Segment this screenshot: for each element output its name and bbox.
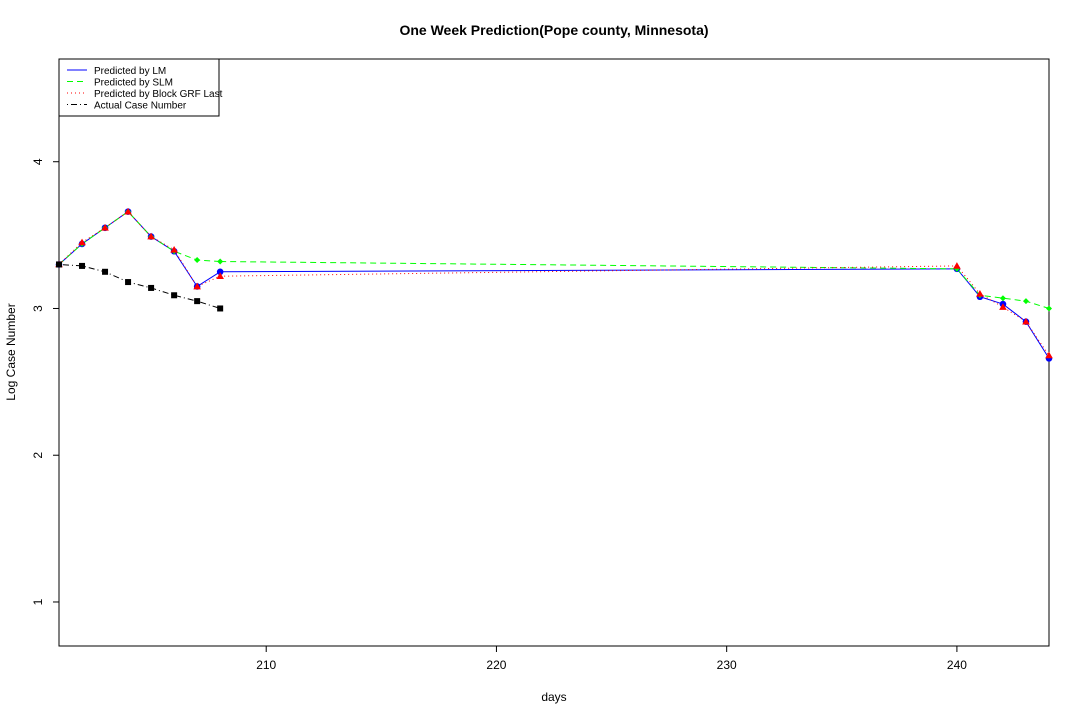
data-point [1045,351,1053,359]
data-point [102,268,109,275]
data-point [216,272,224,280]
chart-title: One Week Prediction(Pope county, Minneso… [399,22,708,38]
series-actual-case-number [58,263,221,309]
data-point [171,292,178,299]
x-tick-label: 230 [717,658,737,672]
series-predicted-by-block-grf-last [58,210,1050,356]
legend-item-label: Predicted by SLM [94,78,173,89]
series-bridge-line [220,261,957,270]
y-tick-label: 4 [31,158,45,165]
data-point [78,238,86,246]
data-point [1046,305,1052,312]
data-point [79,262,86,269]
legend-box [58,58,220,117]
series-line [956,268,1050,359]
data-point [101,223,109,231]
y-axis-label: Log Case Number [4,303,18,400]
data-point [976,290,984,297]
data-point [216,268,224,276]
series-predicted-by-lm [58,210,1050,359]
legend-item-label: Actual Case Number [94,101,187,112]
data-point [148,284,155,291]
series-line [956,268,1050,309]
markers-predicted-by-lm [55,208,1053,362]
y-tick-label: 1 [31,598,45,605]
x-tick-label: 210 [256,658,276,672]
data-point [170,245,178,253]
data-point [999,303,1007,310]
y-tick-label: 2 [31,452,45,459]
series-layer [55,207,1053,362]
data-point [193,282,201,290]
plot-frame [58,58,1050,647]
markers-predicted-by-block-grf-last [55,207,1053,359]
x-axis-label: days [541,690,566,704]
series-line [58,210,221,288]
series-line [58,210,221,265]
markers-predicted-by-slm [56,208,1052,312]
legend-item-label: Predicted by LM [94,66,166,77]
series-bridge-line [220,265,957,277]
legend-item-label: Predicted by Block GRF Last [94,89,223,100]
series-line [956,265,1050,356]
series-line [58,263,221,309]
x-tick-label: 220 [486,658,506,672]
markers-actual-case-number [56,261,224,312]
series-line [58,210,221,288]
data-point [125,279,132,286]
y-tick-label: 3 [31,305,45,312]
data-point [124,207,132,215]
data-point [147,232,155,240]
data-point [56,261,62,268]
data-point [953,262,961,269]
data-point [194,257,201,264]
series-predicted-by-slm [58,210,1050,309]
data-point [217,258,224,265]
axes: 210 220 230 240 1 2 3 4 [31,158,967,672]
x-tick-label: 240 [947,658,967,672]
data-point [217,305,224,312]
data-point [194,298,201,305]
data-point [1022,298,1029,305]
data-point [999,295,1006,302]
data-point [1022,317,1030,325]
series-bridge-line [220,268,957,273]
